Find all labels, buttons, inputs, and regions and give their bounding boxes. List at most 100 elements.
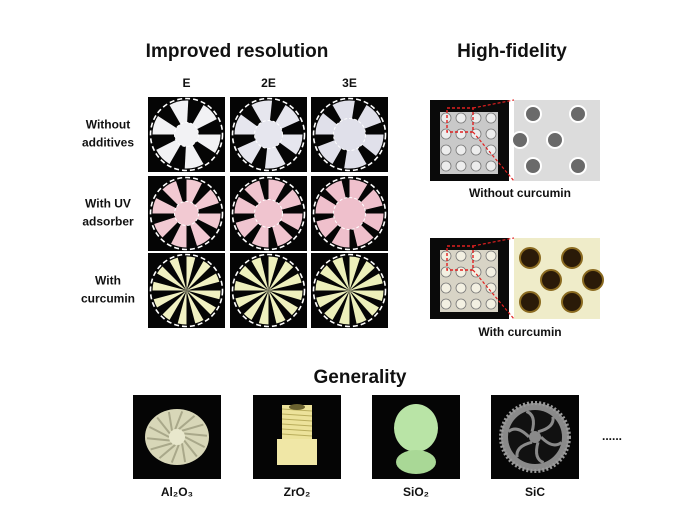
strut [485, 250, 497, 262]
pore [519, 291, 541, 313]
section-title: Improved resolution [146, 41, 329, 62]
blade [315, 279, 350, 291]
strut [455, 128, 467, 140]
strut [455, 266, 467, 278]
column-label: 3E [342, 76, 357, 90]
blade [268, 290, 303, 301]
outline [231, 253, 306, 328]
bust-head [394, 404, 438, 452]
strut [440, 112, 452, 124]
thread-line [281, 428, 313, 432]
strut [470, 112, 482, 124]
vane [178, 415, 196, 430]
strut [485, 298, 497, 310]
sample-image [148, 176, 225, 251]
blade [186, 290, 216, 315]
strut [440, 160, 452, 172]
strut [455, 298, 467, 310]
pore [540, 269, 562, 291]
outline [149, 97, 224, 172]
strut [440, 282, 452, 294]
strut [470, 282, 482, 294]
blade [338, 290, 350, 325]
blade [157, 266, 187, 291]
blade [235, 290, 269, 308]
strut [440, 298, 452, 310]
strut [470, 298, 482, 310]
zoom-line [472, 269, 515, 320]
blade [349, 290, 384, 302]
strut [485, 128, 497, 140]
blade [186, 273, 220, 291]
vane [156, 416, 171, 435]
blade [234, 280, 269, 291]
outline [231, 97, 306, 172]
blade [152, 281, 187, 291]
strut [485, 160, 497, 172]
zoom-line [472, 237, 515, 247]
strut [455, 144, 467, 156]
material-label: SiC [525, 485, 545, 499]
thread-line [281, 418, 313, 422]
thread-line [281, 423, 313, 427]
blade [268, 290, 298, 316]
vane [183, 439, 198, 458]
outline [149, 176, 224, 251]
spoke [515, 440, 533, 458]
pore [569, 105, 587, 123]
bust-base [396, 450, 436, 474]
blade [268, 261, 294, 291]
spoke [525, 409, 535, 433]
pore [569, 157, 587, 175]
pore [511, 131, 529, 149]
outline [149, 253, 224, 328]
strut [455, 112, 467, 124]
blade [268, 256, 279, 291]
material-image [372, 395, 460, 479]
material-label: ZrO₂ [284, 485, 311, 499]
hub [174, 122, 199, 147]
spoke [537, 416, 555, 434]
panel-label: With curcumin [478, 325, 561, 339]
lattice-image [430, 237, 604, 320]
zoom-line [472, 131, 515, 182]
nut [277, 439, 317, 465]
bore [289, 404, 305, 410]
strut [440, 128, 452, 140]
vane [146, 437, 170, 442]
blade [268, 273, 302, 291]
material-label: Al₂O₃ [161, 485, 193, 499]
blade [320, 265, 350, 291]
material-image [253, 395, 341, 479]
sample-image [230, 253, 307, 328]
panel-label: Without curcumin [469, 186, 571, 200]
hub [169, 429, 185, 445]
gear-hub [529, 431, 541, 443]
strut [485, 112, 497, 124]
strut [485, 144, 497, 156]
blade [268, 290, 286, 324]
section-title: High-fidelity [457, 41, 567, 62]
vane [174, 411, 184, 430]
zoom-line [472, 99, 515, 109]
strut [455, 250, 467, 262]
sample-image [148, 253, 225, 328]
vane [150, 442, 173, 451]
vane [167, 411, 173, 431]
strut [485, 282, 497, 294]
pore [561, 291, 583, 313]
sample-image [230, 97, 307, 172]
section-title: Generality [314, 367, 407, 388]
hub [333, 118, 366, 151]
blade [177, 290, 187, 325]
strut [440, 266, 452, 278]
sample-image [311, 176, 388, 251]
strut [455, 282, 467, 294]
blade [186, 256, 196, 291]
thread-line [281, 413, 313, 417]
row-label: With UV [85, 197, 131, 211]
hub [174, 201, 199, 226]
outline [231, 176, 306, 251]
hub [254, 199, 283, 228]
outline [312, 253, 387, 328]
